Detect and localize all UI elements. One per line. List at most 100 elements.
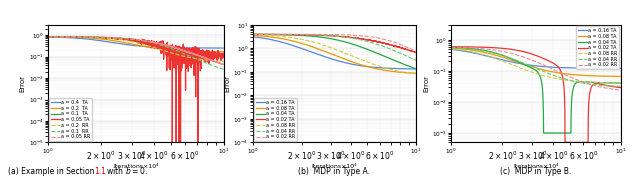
a = 0.08 RR [268, 35, 275, 37]
a = 0.02 TA [277, 33, 285, 36]
a = 0.04 TA [409, 67, 417, 69]
a = 0.4  TA [217, 47, 225, 49]
a = 0.05 RR [220, 64, 228, 66]
a = 0.1  TA [220, 53, 228, 55]
a = 0.1  RR [111, 37, 119, 39]
X-axis label: Iterations×10⁴: Iterations×10⁴ [113, 164, 159, 169]
a = 0.1  RR [220, 68, 228, 70]
a = 0.02 RR [467, 47, 474, 49]
a = 0.08 RR [277, 35, 285, 37]
a = 0.4  TA [64, 36, 72, 39]
a = 0.4  TA [220, 47, 228, 49]
a = 0.08 TA [312, 47, 319, 49]
a = 0.08 TA [319, 49, 326, 52]
a = 0.2  TA [75, 36, 83, 38]
a = 0.02 TA [412, 51, 420, 54]
a = 0.1  RR [198, 60, 205, 62]
a = 0.2  RR [198, 58, 205, 61]
a = 0.08 TA [409, 72, 417, 74]
X-axis label: Iterations×10⁴: Iterations×10⁴ [312, 164, 357, 169]
a = 0.04 TA [540, 132, 547, 134]
a = 0.02 RR [392, 41, 399, 44]
a = 0.02 RR [520, 56, 527, 58]
a = 0.08 TA [392, 71, 399, 73]
a = 0.08 RR [595, 82, 603, 84]
a = 0.02 RR [595, 86, 603, 88]
a = 0.2  RR [75, 36, 83, 38]
a = 0.02 RR [513, 54, 520, 56]
a = 0.02 TA [617, 87, 625, 89]
a = 0.04 RR [467, 48, 474, 50]
Line: a = 0.16 TA: a = 0.16 TA [253, 37, 416, 69]
a = 0.08 RR [412, 73, 420, 75]
a = 0.2  TA [119, 41, 127, 43]
a = 0.02 RR [249, 33, 257, 35]
a = 0.02 TA [412, 51, 420, 54]
Line: a = 0.08 RR: a = 0.08 RR [451, 49, 621, 83]
a = 0.04 TA [312, 35, 319, 38]
a = 0.04 TA [249, 33, 257, 35]
a = 0.02 TA [561, 141, 569, 143]
a = 0.04 RR [277, 33, 285, 35]
a = 0.1  TA [44, 36, 52, 38]
a = 0.08 TA [595, 75, 603, 77]
a = 0.04 RR [268, 33, 275, 35]
a = 0.02 TA [595, 83, 603, 85]
a = 0.02 RR [409, 49, 417, 51]
a = 0.16 TA [477, 53, 484, 56]
a = 0.04 TA [392, 60, 399, 62]
a = 0.02 TA [513, 49, 520, 51]
Line: a = 0.02 TA: a = 0.02 TA [451, 47, 621, 142]
a = 0.02 TA [319, 34, 326, 36]
a = 0.08 TA [513, 61, 520, 63]
Legend: a = 0.4  TA, a = 0.2  TA, a = 0.1  TA, a = 0.05 TA, a = 0.2  RR, a = 0.1  RR, a : a = 0.4 TA, a = 0.2 TA, a = 0.1 TA, a = … [49, 98, 92, 141]
a = 0.04 RR [520, 62, 527, 64]
a = 0.1  RR [217, 67, 225, 69]
Line: a = 0.04 RR: a = 0.04 RR [451, 48, 621, 86]
a = 0.1  RR [44, 36, 52, 38]
a = 0.2  RR [217, 60, 225, 62]
Line: a = 0.16 TA: a = 0.16 TA [451, 49, 621, 68]
a = 0.1  RR [75, 36, 83, 38]
a = 0.04 RR [513, 59, 520, 61]
Legend: a = 0.16 TA, a = 0.08 TA, a = 0.04 TA, a = 0.02 TA, a = 0.08 RR, a = 0.04 RR, a : a = 0.16 TA, a = 0.08 TA, a = 0.04 TA, a… [254, 98, 297, 141]
Line: a = 0.08 TA: a = 0.08 TA [451, 48, 621, 77]
a = 0.02 TA [614, 86, 621, 88]
a = 0.04 RR [617, 85, 625, 87]
a = 0.16 TA [312, 52, 319, 54]
a = 0.02 RR [268, 33, 275, 35]
a = 0.05 TA [198, 52, 205, 54]
a = 0.16 TA [412, 68, 420, 70]
a = 0.4  TA [111, 42, 119, 44]
a = 0.16 TA [513, 62, 520, 64]
a = 0.04 RR [319, 34, 326, 36]
a = 0.05 RR [111, 37, 119, 39]
a = 0.02 RR [312, 33, 319, 35]
a = 0.4  TA [75, 37, 83, 39]
a = 0.02 TA [447, 46, 455, 48]
Text: (a) Example in Section: (a) Example in Section [8, 167, 97, 176]
Y-axis label: Error: Error [225, 75, 230, 92]
a = 0.16 TA [467, 51, 474, 53]
a = 0.1  TA [75, 36, 83, 38]
a = 0.04 TA [513, 60, 520, 62]
a = 0.08 RR [249, 34, 257, 36]
Y-axis label: Error: Error [423, 75, 429, 92]
Line: a = 0.02 RR: a = 0.02 RR [451, 47, 621, 90]
a = 0.02 RR [614, 89, 621, 91]
Line: a = 0.04 TA: a = 0.04 TA [253, 34, 416, 69]
a = 0.16 TA [277, 41, 285, 43]
a = 0.2  TA [198, 50, 205, 52]
a = 0.08 RR [392, 69, 399, 72]
a = 0.08 RR [467, 51, 474, 53]
a = 0.2  TA [111, 40, 119, 42]
Line: a = 0.4  TA: a = 0.4 TA [48, 37, 224, 48]
a = 0.08 TA [520, 63, 527, 65]
a = 0.05 TA [75, 36, 83, 38]
Line: a = 0.02 TA: a = 0.02 TA [253, 34, 416, 53]
a = 0.05 TA [220, 55, 228, 57]
a = 0.02 TA [312, 34, 319, 36]
a = 0.04 TA [477, 49, 484, 51]
a = 0.08 TA [268, 36, 275, 38]
a = 0.1  TA [111, 37, 119, 39]
